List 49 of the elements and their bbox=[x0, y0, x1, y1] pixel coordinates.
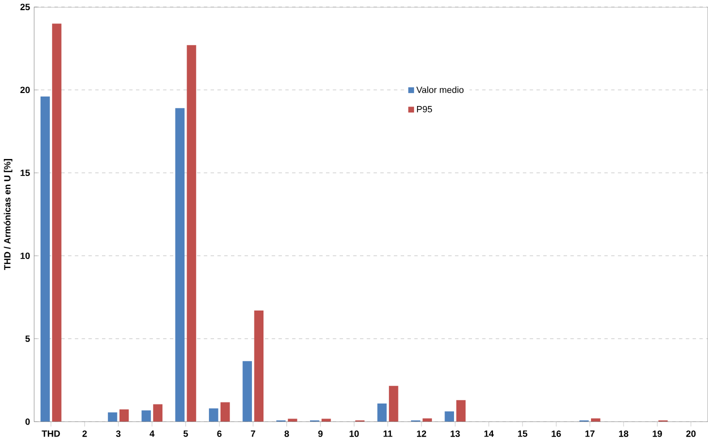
x-tick-label: 7 bbox=[250, 430, 256, 437]
x-tick-label: 2 bbox=[82, 430, 87, 437]
legend-label: P95 bbox=[417, 106, 432, 112]
bar bbox=[153, 404, 162, 422]
bar bbox=[288, 418, 298, 422]
y-tick-label: 10 bbox=[20, 252, 30, 260]
x-tick-label: 19 bbox=[652, 430, 662, 438]
bar bbox=[220, 402, 230, 422]
bar bbox=[242, 361, 252, 422]
y-axis-title: THD / Armónicas en U [%] bbox=[4, 159, 12, 270]
bar bbox=[108, 412, 118, 422]
bar bbox=[175, 108, 185, 422]
x-tick-label: 10 bbox=[350, 430, 359, 438]
x-tick-label: 4 bbox=[150, 430, 154, 437]
x-tick-label: 12 bbox=[417, 430, 426, 437]
bar bbox=[444, 412, 454, 422]
y-tick-label: 5 bbox=[25, 336, 30, 342]
legend-label: Valor medio bbox=[416, 86, 464, 94]
bar bbox=[119, 410, 129, 422]
bar bbox=[322, 418, 331, 422]
y-tick-label: 25 bbox=[20, 4, 30, 10]
bar bbox=[422, 418, 432, 422]
x-tick-label: THD bbox=[42, 430, 60, 437]
y-tick-label: 15 bbox=[20, 170, 30, 176]
x-tick-label: 9 bbox=[318, 430, 323, 438]
x-tick-label: 17 bbox=[585, 430, 595, 437]
x-tick-label: 20 bbox=[686, 430, 696, 438]
x-tick-label: 13 bbox=[450, 430, 460, 438]
x-tick-label: 8 bbox=[284, 430, 289, 438]
bar bbox=[186, 45, 196, 422]
x-tick-label: 15 bbox=[518, 430, 528, 437]
x-tick-label: 5 bbox=[183, 430, 188, 437]
x-tick-label: 11 bbox=[384, 430, 392, 437]
x-tick-label: 16 bbox=[552, 430, 561, 438]
bar bbox=[142, 410, 151, 422]
bar bbox=[40, 96, 50, 422]
bar bbox=[591, 418, 600, 422]
bar bbox=[208, 408, 218, 422]
bar bbox=[456, 400, 466, 422]
x-tick-label: 18 bbox=[619, 430, 628, 438]
bar bbox=[52, 24, 62, 422]
y-tick-label: 0 bbox=[25, 418, 30, 426]
bar bbox=[388, 386, 398, 422]
y-tick-label: 20 bbox=[20, 86, 30, 94]
x-tick-label: 6 bbox=[217, 430, 222, 438]
x-tick-label: 3 bbox=[116, 430, 121, 438]
bar bbox=[377, 404, 387, 422]
bar bbox=[254, 310, 264, 422]
x-tick-label: 14 bbox=[484, 430, 494, 437]
